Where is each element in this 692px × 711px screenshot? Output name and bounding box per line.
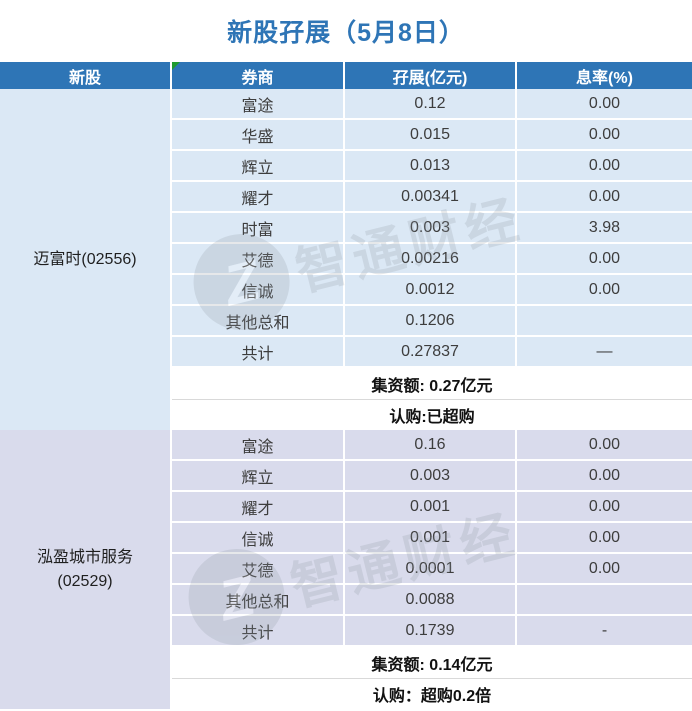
broker-cell: 耀才: [172, 182, 345, 211]
rate-value-cell: 0.00: [588, 187, 621, 205]
stock-name-cell: 迈富时(02556): [0, 89, 172, 430]
margin-value-cell: 0.001: [345, 492, 517, 521]
subscription-summary-row: 认购:已超购: [172, 399, 692, 430]
table-header-row: 新股 券商 孖展(亿元) 息率(%): [0, 62, 692, 89]
broker-cell: 信诚: [172, 523, 345, 552]
broker-cell: 耀才: [172, 492, 345, 521]
broker-cell: 艾德: [172, 554, 345, 583]
broker-cell: 艾德: [172, 244, 345, 273]
broker-rows: 富途 0.12 0.00 华盛 0.015 0.00 辉立 0.013 0.00 耀才 0.0034…: [172, 89, 692, 430]
margin-value-cell: 0.003: [345, 213, 517, 242]
header-cell-4: 息率(%): [517, 62, 692, 89]
table-row: 辉立 0.003 0.00: [172, 461, 692, 492]
header-cell-1: 新股: [0, 62, 172, 89]
broker-cell: 华盛: [172, 120, 345, 149]
table-row: 艾德 0.0001 0.00: [172, 554, 692, 585]
stock-section-2: 泓盈城市服务 (02529) 富途 0.16 0.00 辉立 0.003 0.00 耀才 0.00…: [0, 430, 692, 709]
table-row: 时富 0.003 3.98: [172, 213, 692, 244]
margin-value-cell: 0.0012: [345, 275, 517, 304]
rate-value-cell: [517, 306, 692, 335]
margin-value-cell: 0.0088: [345, 585, 517, 614]
broker-cell: 辉立: [172, 461, 345, 490]
rate-value-cell: 0.00: [588, 156, 621, 174]
margin-value-cell: 0.00216: [345, 244, 517, 273]
fundraising-summary-row: 集资额: 0.14亿元: [172, 647, 692, 678]
broker-cell: 共计: [172, 616, 345, 645]
margin-value-cell: 0.27837: [345, 337, 517, 366]
table-row: 艾德 0.00216 0.00: [172, 244, 692, 275]
margin-value-cell: 0.003: [345, 461, 517, 490]
broker-cell: 时富: [172, 213, 345, 242]
rate-value-cell: 0.00: [588, 559, 621, 577]
broker-cell: 信诚: [172, 275, 345, 304]
table-row: 信诚 0.0012 0.00: [172, 275, 692, 306]
table-row: 信诚 0.001 0.00: [172, 523, 692, 554]
broker-cell: 其他总和: [172, 585, 345, 614]
fundraising-summary-row: 集资额: 0.27亿元: [172, 368, 692, 399]
stock-section-1: 迈富时(02556) 富途 0.12 0.00 华盛 0.015 0.00 辉立 0.013 0.…: [0, 89, 692, 430]
table-row: 耀才 0.00341 0.00: [172, 182, 692, 213]
broker-cell: 富途: [172, 89, 345, 118]
margin-value-cell: 0.1739: [345, 616, 517, 645]
rate-value-cell: —: [596, 342, 613, 360]
rate-value-cell: 0.00: [588, 435, 621, 453]
table-row: 华盛 0.015 0.00: [172, 120, 692, 151]
table-row: 共计 0.27837 —: [172, 337, 692, 368]
margin-value-cell: 0.12: [345, 89, 517, 118]
subscription-summary-row: 认购：超购0.2倍: [172, 678, 692, 709]
title-bar: 新股孖展（5月8日）: [0, 0, 692, 62]
rate-value-cell: 0.00: [588, 497, 621, 515]
margin-value-cell: 0.015: [345, 120, 517, 149]
table-row: 其他总和 0.1206: [172, 306, 692, 337]
rate-value-cell: -: [601, 621, 608, 639]
margin-value-cell: 0.1206: [345, 306, 517, 335]
table-row: 富途 0.12 0.00: [172, 89, 692, 120]
broker-cell: 富途: [172, 430, 345, 459]
rate-value-cell: 3.98: [588, 218, 621, 236]
rate-value-cell: 0.00: [588, 280, 621, 298]
broker-cell: 共计: [172, 337, 345, 366]
table-body: 迈富时(02556) 富途 0.12 0.00 华盛 0.015 0.00 辉立 0.013 0.…: [0, 89, 692, 709]
margin-value-cell: 0.00341: [345, 182, 517, 211]
rate-value-cell: 0.00: [588, 94, 621, 112]
stock-name-line: (02529): [57, 572, 113, 590]
stock-name-line: 迈富时(02556): [33, 250, 137, 268]
margin-value-cell: 0.16: [345, 430, 517, 459]
margin-value-cell: 0.001: [345, 523, 517, 552]
header-cell-3: 孖展(亿元): [345, 62, 517, 89]
rate-value-cell: 0.00: [588, 528, 621, 546]
page-title: 新股孖展（5月8日）: [227, 19, 465, 47]
table-row: 共计 0.1739 -: [172, 616, 692, 647]
margin-value-cell: 0.0001: [345, 554, 517, 583]
rate-value-cell: 0.00: [588, 125, 621, 143]
table-row: 其他总和 0.0088: [172, 585, 692, 616]
stock-name-line: 泓盈城市服务: [36, 549, 133, 567]
table-row: 辉立 0.013 0.00: [172, 151, 692, 182]
rate-value-cell: [517, 585, 692, 614]
broker-cell: 辉立: [172, 151, 345, 180]
table-row: 富途 0.16 0.00: [172, 430, 692, 461]
broker-rows: 富途 0.16 0.00 辉立 0.003 0.00 耀才 0.001 0.00 信诚 0.001 0…: [172, 430, 692, 709]
cell-corner-marker-icon: [172, 62, 180, 70]
rate-value-cell: 0.00: [588, 249, 621, 267]
margin-value-cell: 0.013: [345, 151, 517, 180]
stock-name-cell: 泓盈城市服务 (02529): [0, 430, 172, 709]
header-cell-2: 券商: [172, 62, 345, 89]
table-row: 耀才 0.001 0.00: [172, 492, 692, 523]
broker-cell: 其他总和: [172, 306, 345, 335]
rate-value-cell: 0.00: [588, 466, 621, 484]
